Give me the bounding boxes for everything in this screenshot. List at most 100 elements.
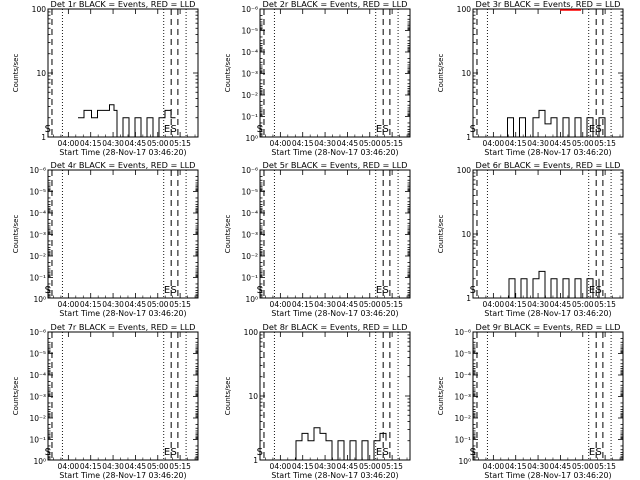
chart-panel-2: Det 2r BLACK = Events, RED = LLD 10⁰ 10⁻¹ 1… [224, 0, 411, 157]
plot-frame [472, 169, 624, 299]
x-tick-label: 04:15 [80, 462, 102, 471]
marker-label: S [257, 285, 263, 296]
y-tick-label: 10⁻³ [29, 392, 46, 401]
events-series [78, 104, 176, 138]
y-tick-label: 10⁻³ [454, 392, 471, 401]
y-tick-label: 10⁻⁵ [29, 187, 46, 196]
x-tick-label: 04:30 [527, 300, 549, 309]
y-tick-label: 10⁻³ [241, 69, 258, 78]
chart-title: Det 7r BLACK = Events, RED = LLD [51, 322, 196, 332]
marker-label: E [376, 447, 382, 458]
x-tick-label: 05:15 [381, 300, 403, 309]
x-tick-label: 04:45 [125, 462, 147, 471]
y-tick-label: 10⁻¹ [241, 273, 258, 282]
marker-label: S [45, 447, 51, 458]
marker-label: S [257, 447, 263, 458]
x-tick-label: 05:15 [594, 300, 616, 309]
y-tick-label: 10⁻³ [29, 230, 46, 239]
x-tick-label: 04:45 [337, 300, 359, 309]
x-tick-label: 04:15 [292, 139, 314, 148]
y-tick-label: 10⁻⁵ [241, 187, 258, 196]
chart-title: Det 4r BLACK = Events, RED = LLD [51, 160, 196, 170]
plot-frame [472, 331, 624, 461]
y-tick-label: 10⁰ [33, 457, 46, 466]
x-tick-label: 04:45 [550, 139, 572, 148]
y-tick-label: 100 [457, 166, 472, 175]
y-axis-label: Counts/sec [224, 54, 232, 93]
y-tick-label: 10⁻⁶ [29, 166, 46, 175]
x-tick-label: 04:30 [527, 139, 549, 148]
marker-label: S [383, 124, 389, 135]
x-tick-label: 05:00 [359, 139, 381, 148]
x-tick-label: 04:30 [102, 462, 124, 471]
x-tick-label: 05:00 [572, 462, 594, 471]
y-tick-label: 1 [253, 456, 258, 465]
chart-title: Det 2r BLACK = Events, RED = LLD [263, 0, 408, 9]
chart-panel-6: Det 6r BLACK = Events, RED = LLD 1 10 100 04… [437, 160, 624, 318]
chart-title: Det 5r BLACK = Events, RED = LLD [263, 160, 408, 170]
x-tick-label: 04:15 [505, 462, 527, 471]
y-tick-label: 10⁻⁵ [241, 26, 258, 35]
y-tick-label: 10⁻¹ [29, 435, 46, 444]
x-tick-label: 05:15 [169, 300, 191, 309]
marker-label: E [589, 285, 595, 296]
x-tick-label: 04:30 [314, 300, 336, 309]
x-tick-label: 04:30 [527, 462, 549, 471]
y-tick-label: 10⁻⁶ [29, 328, 46, 337]
chart-title: Det 3r BLACK = Events, RED = LLD [476, 0, 621, 9]
chart-title: Det 9r BLACK = Events, RED = LLD [476, 322, 621, 332]
y-tick-label: 10⁻⁵ [29, 349, 46, 358]
x-tick-label: 05:00 [147, 300, 169, 309]
y-tick-label: 10⁻¹ [454, 435, 471, 444]
x-tick-label: 05:15 [169, 139, 191, 148]
x-tick-label: 05:15 [381, 462, 403, 471]
y-axis-label: Counts/sec [224, 215, 232, 254]
y-tick-label: 10⁻⁴ [241, 209, 258, 218]
x-tick-label: 05:00 [572, 300, 594, 309]
y-axis-label: Counts/sec [12, 215, 20, 254]
x-tick-label: 05:15 [381, 139, 403, 148]
marker-label: S [383, 285, 389, 296]
y-tick-label: 10⁻⁴ [241, 48, 258, 57]
y-tick-label: 10⁰ [458, 457, 471, 466]
plot-frame [259, 169, 411, 299]
x-axis-label: Start Time (28-Nov-17 03:46:20) [59, 309, 186, 318]
y-tick-label: 10 [248, 392, 258, 401]
x-axis-label: Start Time (28-Nov-17 03:46:20) [484, 471, 611, 480]
x-tick-label: 04:30 [314, 462, 336, 471]
y-tick-label: 10⁻⁴ [454, 371, 471, 380]
y-tick-label: 10⁻² [29, 252, 46, 261]
x-tick-label: 05:00 [147, 462, 169, 471]
x-axis-label: Start Time (28-Nov-17 03:46:20) [271, 309, 398, 318]
marker-label: E [376, 124, 382, 135]
y-tick-label: 10⁻⁴ [29, 209, 46, 218]
y-axis-label: Counts/sec [12, 377, 20, 416]
x-tick-label: 04:00 [58, 139, 80, 148]
chart-panel-3: Det 3r BLACK = Events, RED = LLD 1 10 100 04… [437, 0, 624, 157]
y-tick-label: 10⁻¹ [29, 273, 46, 282]
y-axis-label: Counts/sec [437, 215, 445, 254]
events-series [503, 109, 606, 138]
x-tick-label: 04:15 [80, 300, 102, 309]
y-tick-label: 1 [41, 133, 46, 142]
events-series [290, 427, 387, 461]
marker-label: S [45, 285, 51, 296]
x-tick-label: 05:15 [594, 139, 616, 148]
x-axis-label: Start Time (28-Nov-17 03:46:20) [59, 471, 186, 480]
y-axis-label: Counts/sec [437, 377, 445, 416]
y-tick-label: 100 [457, 5, 472, 14]
chart-title: Det 8r BLACK = Events, RED = LLD [263, 322, 408, 332]
x-tick-label: 04:00 [483, 462, 505, 471]
x-tick-label: 04:00 [483, 300, 505, 309]
marker-label: S [171, 447, 177, 458]
x-tick-label: 04:30 [102, 139, 124, 148]
x-tick-label: 04:15 [505, 300, 527, 309]
x-tick-label: 05:00 [359, 300, 381, 309]
x-tick-label: 04:15 [80, 139, 102, 148]
marker-label: S [171, 124, 177, 135]
chart-title: Det 1r BLACK = Events, RED = LLD [51, 0, 196, 9]
y-tick-label: 10 [461, 69, 471, 78]
y-tick-label: 10⁻⁴ [29, 371, 46, 380]
x-tick-label: 04:45 [125, 139, 147, 148]
x-tick-label: 04:15 [292, 462, 314, 471]
